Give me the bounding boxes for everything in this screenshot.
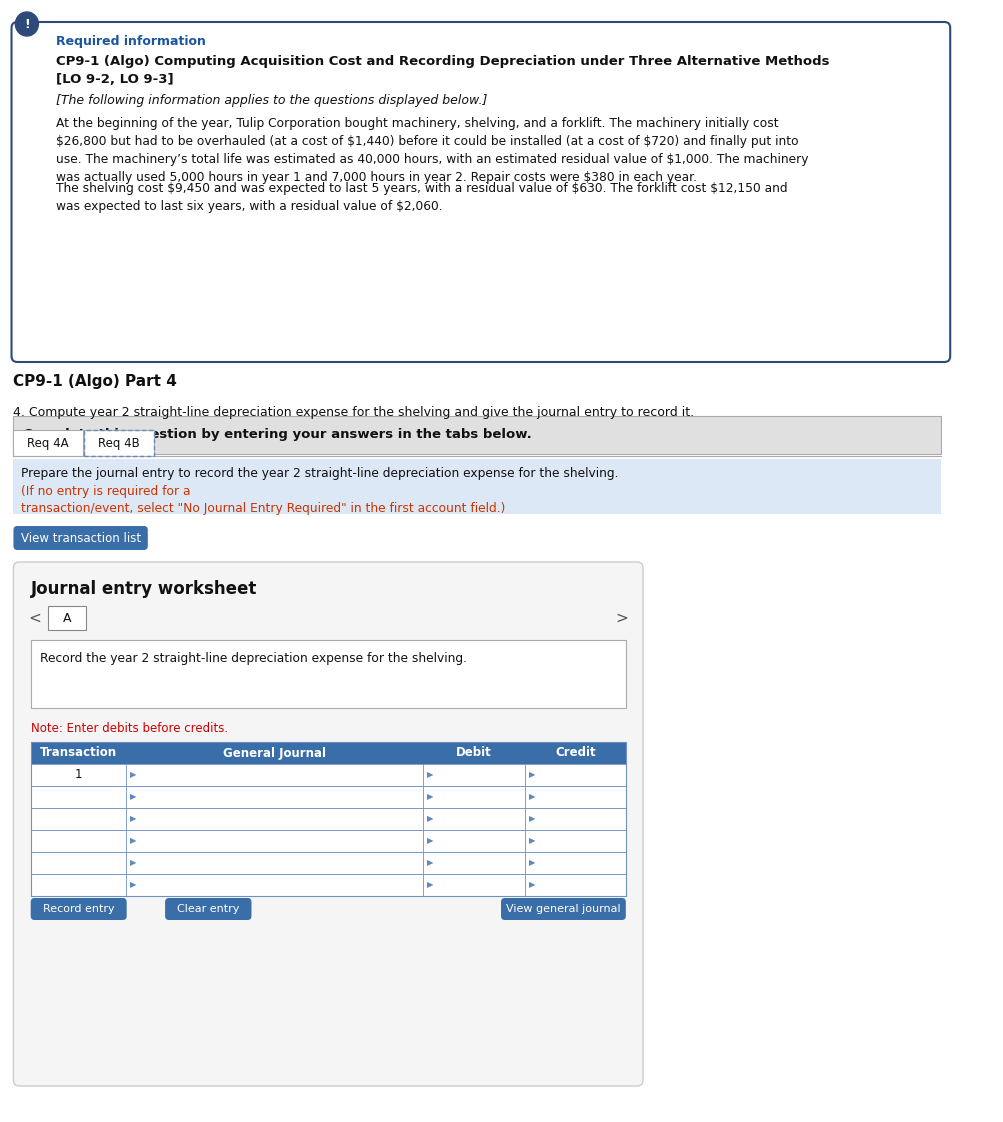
Bar (31, 808, 625, 830)
Text: ▶: ▶ (129, 837, 136, 846)
Bar (31, 764, 625, 787)
FancyBboxPatch shape (11, 22, 949, 362)
Text: ▶: ▶ (427, 858, 433, 867)
Text: A: A (63, 611, 71, 625)
Text: CP9-1 (Algo) Computing Acquisition Cost and Recording Depreciation under Three A: CP9-1 (Algo) Computing Acquisition Cost … (55, 55, 828, 68)
Text: [The following information applies to the questions displayed below.]: [The following information applies to th… (55, 94, 486, 107)
Text: Record entry: Record entry (43, 904, 114, 914)
Bar (13, 416, 940, 454)
Bar (84, 430, 153, 456)
Text: 4. Compute year 2 straight-line depreciation expense for the shelving and give t: 4. Compute year 2 straight-line deprecia… (13, 406, 694, 419)
Text: ▶: ▶ (129, 858, 136, 867)
Text: ▶: ▶ (528, 815, 535, 824)
Bar (31, 640, 625, 708)
Text: Required information: Required information (55, 35, 206, 48)
Text: ▶: ▶ (528, 881, 535, 890)
Text: ▶: ▶ (528, 837, 535, 846)
Text: ▶: ▶ (528, 858, 535, 867)
Bar (31, 874, 625, 896)
Text: ▶: ▶ (129, 881, 136, 890)
FancyBboxPatch shape (31, 898, 126, 920)
Bar (31, 830, 625, 852)
Text: Req 4A: Req 4A (27, 436, 69, 450)
Bar (31, 852, 625, 874)
Text: 1: 1 (74, 769, 82, 782)
FancyBboxPatch shape (500, 898, 625, 920)
Text: View transaction list: View transaction list (20, 532, 140, 544)
Text: Prepare the journal entry to record the year 2 straight-line depreciation expens: Prepare the journal entry to record the … (21, 467, 618, 480)
Bar (84, 430, 153, 456)
Circle shape (15, 12, 38, 36)
Bar (13, 459, 940, 514)
Text: ▶: ▶ (528, 771, 535, 780)
Text: >: > (615, 610, 627, 625)
Bar (31, 787, 625, 808)
Bar (13, 430, 82, 456)
Text: The shelving cost $9,450 and was expected to last 5 years, with a residual value: The shelving cost $9,450 and was expecte… (55, 182, 786, 213)
Text: Debit: Debit (455, 746, 491, 760)
Text: ▶: ▶ (129, 815, 136, 824)
Text: ▶: ▶ (427, 771, 433, 780)
Text: ▶: ▶ (129, 771, 136, 780)
Text: <: < (29, 610, 41, 625)
Text: [LO 9-2, LO 9-3]: [LO 9-2, LO 9-3] (55, 73, 174, 86)
Text: Journal entry worksheet: Journal entry worksheet (31, 580, 257, 598)
Text: Note: Enter debits before credits.: Note: Enter debits before credits. (31, 721, 228, 735)
Bar (31, 742, 625, 764)
Text: ▶: ▶ (427, 815, 433, 824)
Text: ▶: ▶ (427, 881, 433, 890)
Bar (31, 742, 625, 896)
Text: ▶: ▶ (427, 837, 433, 846)
Text: Credit: Credit (555, 746, 595, 760)
Text: Clear entry: Clear entry (177, 904, 240, 914)
Text: View general journal: View general journal (506, 904, 620, 914)
Text: Record the year 2 straight-line depreciation expense for the shelving.: Record the year 2 straight-line deprecia… (40, 652, 466, 665)
Text: !: ! (24, 18, 30, 30)
Text: General Journal: General Journal (223, 746, 326, 760)
Text: Complete this question by entering your answers in the tabs below.: Complete this question by entering your … (23, 427, 532, 441)
FancyBboxPatch shape (13, 562, 643, 1086)
FancyBboxPatch shape (164, 898, 251, 920)
Bar (48, 606, 86, 629)
Text: ▶: ▶ (528, 792, 535, 801)
FancyBboxPatch shape (13, 526, 147, 550)
Text: (If no entry is required for a
transaction/event, select "No Journal Entry Requi: (If no entry is required for a transacti… (21, 485, 505, 515)
Text: At the beginning of the year, Tulip Corporation bought machinery, shelving, and : At the beginning of the year, Tulip Corp… (55, 117, 807, 184)
Text: CP9-1 (Algo) Part 4: CP9-1 (Algo) Part 4 (13, 374, 178, 389)
Text: ▶: ▶ (427, 792, 433, 801)
Text: ▶: ▶ (129, 792, 136, 801)
Text: Transaction: Transaction (40, 746, 116, 760)
Text: Req 4B: Req 4B (98, 436, 139, 450)
